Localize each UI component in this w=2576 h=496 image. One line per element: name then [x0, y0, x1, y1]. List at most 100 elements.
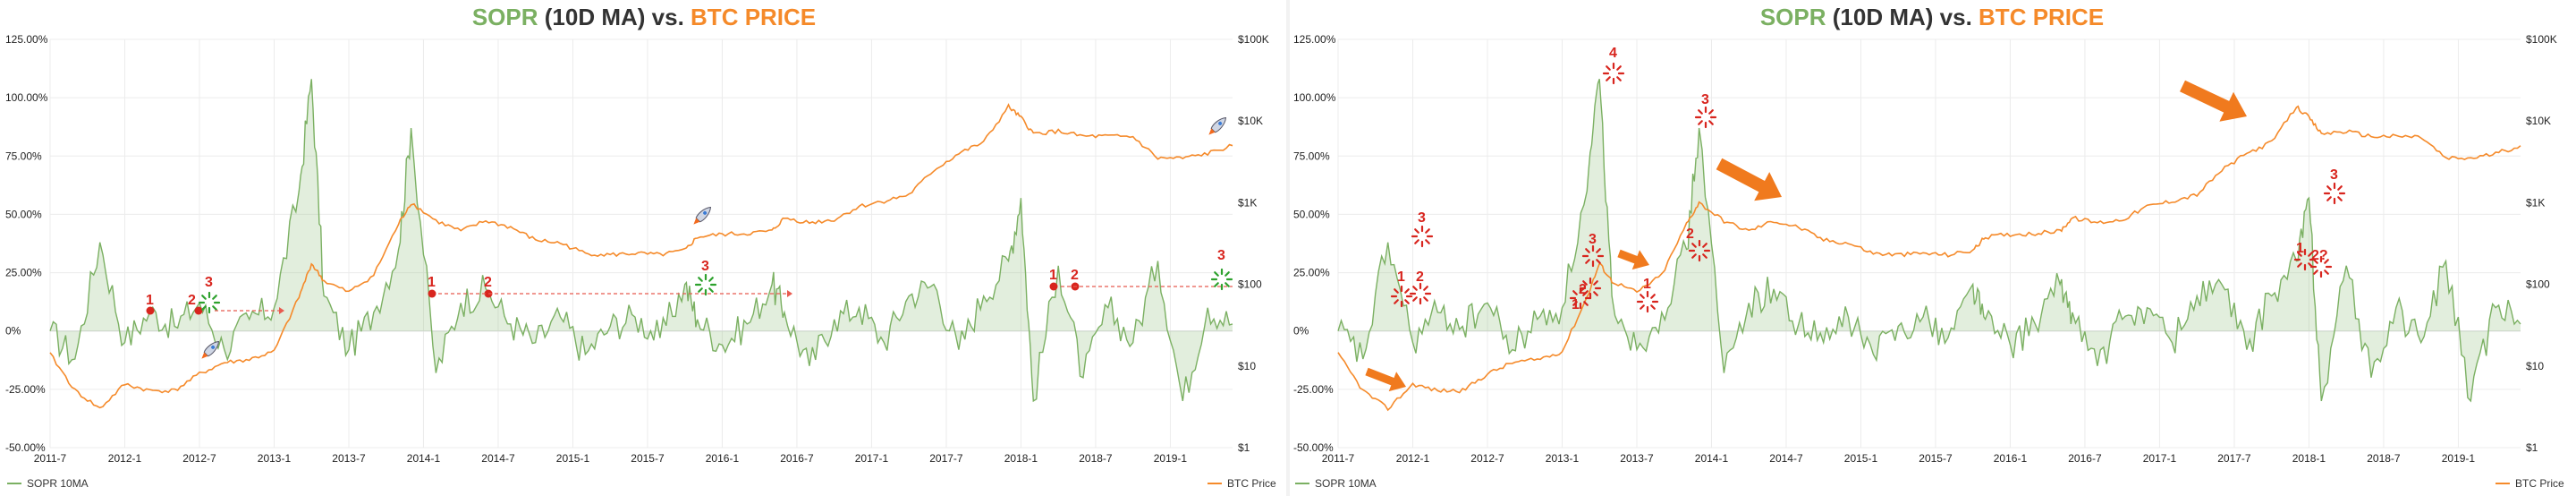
- burst-marker: [1409, 282, 1432, 305]
- burst-marker: [1688, 239, 1711, 262]
- x-tick-label: 2015-7: [1919, 452, 1953, 465]
- btc-price-line: [1337, 105, 2521, 412]
- y-right-tick-label: $100K: [2526, 33, 2557, 46]
- burst-ray: [1582, 280, 1588, 286]
- x-tick-label: 2016-1: [1994, 452, 2028, 465]
- x-tick-label: 2015-1: [1844, 452, 1878, 465]
- burst-ray: [1593, 280, 1598, 286]
- burst-marker: [2309, 255, 2333, 278]
- y-right-tick-label: $1: [1238, 441, 1250, 454]
- trend-arrow: [2180, 80, 2247, 122]
- y-left-tick-label: -50.00%: [1293, 441, 1334, 454]
- y-left-tick-label: 50.00%: [1293, 208, 1330, 220]
- annotation-label: 3: [701, 259, 709, 274]
- x-tick-label: 2017-1: [855, 452, 889, 465]
- rocket-window: [703, 210, 708, 215]
- burst-marker: [198, 291, 221, 314]
- title-btc-price: BTC PRICE: [691, 4, 817, 30]
- annotation-label: 3: [1217, 248, 1225, 263]
- burst-ray: [1708, 109, 1714, 115]
- y-left-tick-label: 25.00%: [1293, 267, 1330, 279]
- y-left-tick-label: 75.00%: [1293, 150, 1330, 162]
- burst-ray: [1691, 243, 1697, 248]
- x-tick-label: 2014-1: [1695, 452, 1729, 465]
- burst-ray: [1616, 76, 1622, 81]
- annotation-label: 1: [2296, 241, 2304, 256]
- burst-ray: [2324, 269, 2329, 275]
- x-tick-label: 2013-7: [1620, 452, 1654, 465]
- legend-label-btc: BTC Price: [2515, 477, 2564, 490]
- annotation-label: 3: [1418, 210, 1426, 226]
- x-tick-label: 2015-1: [556, 452, 590, 465]
- y-left-tick-label: 100.00%: [5, 91, 48, 104]
- burst-ray: [1423, 296, 1428, 302]
- annotation-label: 2?: [2311, 248, 2328, 263]
- grid: [49, 38, 1233, 449]
- annotation-label: 1: [1397, 269, 1405, 285]
- annotation-label: 1: [1049, 268, 1057, 283]
- burst-ray: [1616, 65, 1622, 71]
- burst-ray: [1224, 271, 1230, 277]
- burst-ray: [1650, 294, 1656, 299]
- rocket-icon: [693, 206, 712, 225]
- annotation-label: 1: [428, 275, 436, 290]
- x-tick-label: 2012-7: [1470, 452, 1504, 465]
- annotation-label: 1: [146, 293, 154, 308]
- x-tick-label: 2016-7: [2068, 452, 2102, 465]
- y-right-tick-label: $100: [1238, 278, 1262, 291]
- x-tick-label: 2019-1: [2442, 452, 2476, 465]
- burst-ray: [1412, 296, 1418, 302]
- chart-title: SOPR (10D MA) vs. BTC PRICE: [0, 4, 1288, 31]
- signal-dot: [428, 289, 436, 298]
- burst-ray: [1596, 259, 1601, 264]
- burst-ray: [1698, 109, 1703, 115]
- btc-price-line: [49, 103, 1233, 409]
- x-tick-label: 2015-7: [631, 452, 665, 465]
- title-middle: (10D MA) vs.: [538, 4, 691, 30]
- x-tick-label: 2011-7: [1322, 452, 1355, 465]
- annotation-label: 1: [1572, 297, 1580, 312]
- burst-ray: [1414, 239, 1419, 244]
- burst-ray: [1214, 271, 1219, 277]
- y-right-tick-label: $100: [2526, 278, 2550, 291]
- y-left-tick-label: 25.00%: [5, 267, 42, 279]
- panel-separator: [1286, 0, 1290, 496]
- sopr-area: [1338, 79, 2521, 401]
- x-tick-label: 2017-1: [2143, 452, 2177, 465]
- chart-svg-left: 125.00% 100.00% 75.00% 50.00% 25.00% 0% -25.00…: [5, 33, 1276, 490]
- annotation-label: 3: [1701, 92, 1709, 107]
- burst-ray: [1606, 65, 1611, 71]
- burst-ray: [1414, 228, 1419, 234]
- annotation-label: 2: [1579, 282, 1587, 297]
- burst-marker: [1210, 268, 1233, 291]
- burst-ray: [1582, 291, 1588, 296]
- chart-panel-right: SOPR (10D MA) vs. BTC PRICE 125.00% 100.0…: [1288, 0, 2576, 496]
- x-tick-label: 2012-1: [1396, 452, 1430, 465]
- title-btc-price: BTC PRICE: [1979, 4, 2105, 30]
- burst-ray: [1425, 228, 1430, 234]
- burst-ray: [1394, 288, 1399, 294]
- rocket-window: [1218, 121, 1223, 125]
- x-tick-label: 2019-1: [1154, 452, 1188, 465]
- burst-ray: [1606, 76, 1611, 81]
- y-left-tick-label: 125.00%: [5, 33, 48, 46]
- chart-svg-right: 125.00% 100.00% 75.00% 50.00% 25.00% 0% -25.00…: [1293, 33, 2564, 490]
- burst-ray: [2337, 196, 2343, 201]
- title-sopr: SOPR: [1759, 4, 1826, 30]
- y-left-tick-label: -25.00%: [1293, 383, 1334, 396]
- burst-ray: [1224, 282, 1230, 287]
- chart-title: SOPR (10D MA) vs. BTC PRICE: [1288, 4, 2576, 31]
- y-left-tick-label: -50.00%: [5, 441, 46, 454]
- burst-marker: [1390, 285, 1413, 308]
- burst-ray: [1425, 239, 1430, 244]
- x-tick-label: 2014-7: [481, 452, 515, 465]
- burst-ray: [1404, 288, 1410, 294]
- burst-ray: [1698, 120, 1703, 125]
- x-tick-label: 2013-1: [258, 452, 292, 465]
- burst-ray: [1585, 248, 1590, 253]
- x-tick-label: 2018-7: [1079, 452, 1113, 465]
- x-tick-label: 2016-1: [706, 452, 740, 465]
- annotation-label: 3: [1589, 232, 1597, 247]
- burst-ray: [1423, 286, 1428, 291]
- grid: [1337, 38, 2521, 449]
